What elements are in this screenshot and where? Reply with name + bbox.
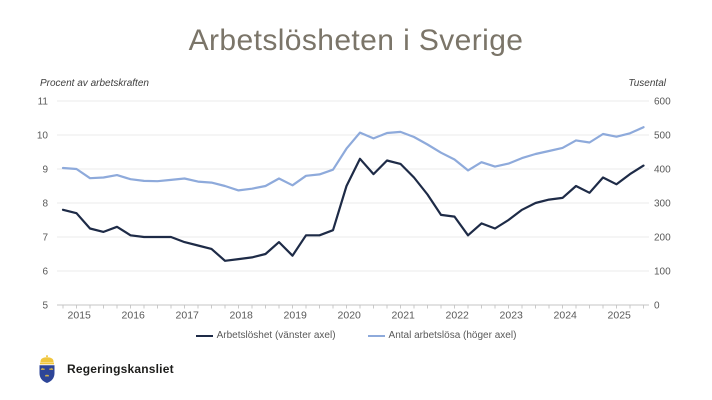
x-axis-year-label: 2023	[500, 310, 524, 322]
x-axis-year-label: 2021	[392, 310, 416, 322]
x-axis-year-label: 2020	[338, 310, 362, 322]
right-axis-label: 300	[654, 199, 671, 210]
series-line-arbetsloshet	[61, 157, 645, 262]
legend: Arbetslöshet (vänster axel) Antal arbets…	[0, 330, 712, 341]
left-axis-label: 7	[42, 233, 48, 244]
series-lines	[61, 126, 645, 262]
x-axis-ticks	[62, 305, 644, 309]
x-axis-year-label: 2017	[176, 310, 200, 322]
left-axis-label: 11	[38, 97, 49, 108]
right-axis-tick-labels: 600 500 400 300 200 100 0	[654, 97, 671, 312]
x-axis-year-label: 2019	[284, 310, 308, 322]
x-axis-year-label: 2022	[446, 310, 470, 322]
legend-item-arbetsloshet: Arbetslöshet (vänster axel)	[195, 330, 336, 341]
right-axis-label: 0	[654, 301, 660, 312]
x-axis-year-labels: 2015 2016 2017 2018 2019 2020 2021 2022 2023 2024…	[68, 310, 632, 322]
page-title: Arbetslösheten i Sverige	[188, 24, 524, 57]
left-axis-label: 8	[42, 199, 48, 210]
left-axis-label: 10	[37, 131, 49, 142]
x-axis-year-label: 2016	[122, 310, 146, 322]
three-crowns-icon	[40, 367, 54, 377]
x-axis-year-label: 2015	[68, 310, 92, 322]
right-axis-label: 600	[654, 97, 671, 108]
legend-line-light-icon	[367, 334, 385, 337]
gridlines	[57, 100, 649, 306]
left-axis-tick-labels: 11 10 9 8 7 6 5	[37, 97, 49, 312]
x-axis-year-label: 2018	[230, 310, 254, 322]
left-axis-title: Procent av arbetskraften	[40, 78, 149, 89]
legend-line-dark-icon	[195, 334, 213, 337]
left-axis-label: 5	[42, 301, 48, 312]
legend-item-antal-arbetslosa: Antal arbetslösa (höger axel)	[367, 330, 517, 341]
right-axis-label: 400	[654, 165, 671, 176]
logo-text: Regeringskansliet	[67, 362, 174, 376]
right-axis-label: 100	[654, 267, 671, 278]
right-axis-label: 200	[654, 233, 671, 244]
right-axis-label: 500	[654, 131, 671, 142]
x-axis-year-label: 2024	[554, 310, 578, 322]
government-offices-logo: Regeringskansliet	[36, 354, 174, 384]
left-axis-label: 9	[42, 165, 48, 176]
legend-label-arbetsloshet: Arbetslöshet (vänster axel)	[216, 330, 336, 341]
right-axis-title: Tusental	[628, 78, 666, 89]
coat-of-arms-icon	[39, 355, 55, 383]
left-axis-label: 6	[42, 267, 48, 278]
legend-label-antal-arbetslosa: Antal arbetslösa (höger axel)	[388, 330, 517, 341]
series-line-antal-arbetslosa	[61, 126, 645, 192]
x-axis-year-label: 2025	[608, 310, 632, 322]
